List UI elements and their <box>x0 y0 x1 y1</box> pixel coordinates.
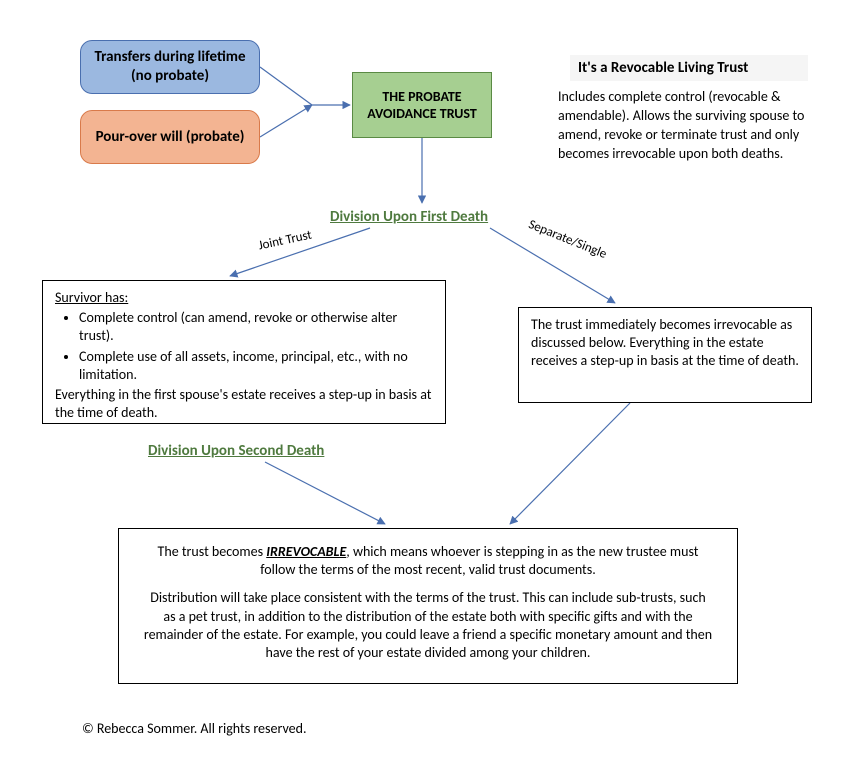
info-body: Includes complete control (revocable & a… <box>558 88 818 164</box>
node-probate-trust: THE PROBATE AVOIDANCE TRUST <box>352 72 492 138</box>
box-separate-trust: The trust immediately becomes irrevocabl… <box>518 307 812 403</box>
node-pourover: Pour-over will (probate) <box>80 110 260 164</box>
copyright: © Rebecca Sommer. All rights reserved. <box>82 720 307 737</box>
section-second-death: Division Upon Second Death <box>148 442 324 460</box>
joint-bullet-1: Complete control (can amend, revoke or o… <box>79 309 433 345</box>
copyright-text: © Rebecca Sommer. All rights reserved. <box>82 720 307 737</box>
joint-bullets: Complete control (can amend, revoke or o… <box>55 309 433 384</box>
box-joint-trust: Survivor has: Complete control (can amen… <box>42 280 446 424</box>
node-transfers-label: Transfers during lifetime (no probate) <box>91 48 249 86</box>
info-title: It's a Revocable Living Trust <box>570 55 808 81</box>
section-first-death-text: Division Upon First Death <box>330 208 488 226</box>
info-body-text: Includes complete control (revocable & a… <box>558 88 804 162</box>
joint-footer: Everything in the first spouse's estate … <box>55 386 433 422</box>
final-para-2: Distribution will take place consistent … <box>143 589 713 662</box>
separate-text: The trust immediately becomes irrevocabl… <box>531 316 799 369</box>
edge-label-joint: Joint Trust <box>257 228 313 254</box>
node-transfers: Transfers during lifetime (no probate) <box>80 40 260 94</box>
info-title-text: It's a Revocable Living Trust <box>578 59 748 77</box>
final-para1-em: IRREVOCABLE <box>266 543 346 560</box>
box-final: The trust becomes IRREVOCABLE, which mea… <box>118 528 738 684</box>
edge-label-joint-text: Joint Trust <box>257 228 313 254</box>
final-para-1: The trust becomes IRREVOCABLE, which mea… <box>143 543 713 579</box>
edge-label-separate-text: Separate/Single <box>526 217 609 262</box>
section-first-death: Division Upon First Death <box>330 208 488 226</box>
joint-bullet-2: Complete use of all assets, income, prin… <box>79 348 433 384</box>
section-second-death-text: Division Upon Second Death <box>148 442 324 460</box>
joint-heading: Survivor has: <box>55 289 433 307</box>
final-para1-pre: The trust becomes <box>158 543 267 560</box>
node-probate-trust-label: THE PROBATE AVOIDANCE TRUST <box>363 88 481 123</box>
node-pourover-label: Pour-over will (probate) <box>96 128 245 147</box>
edge-label-separate: Separate/Single <box>526 217 609 262</box>
